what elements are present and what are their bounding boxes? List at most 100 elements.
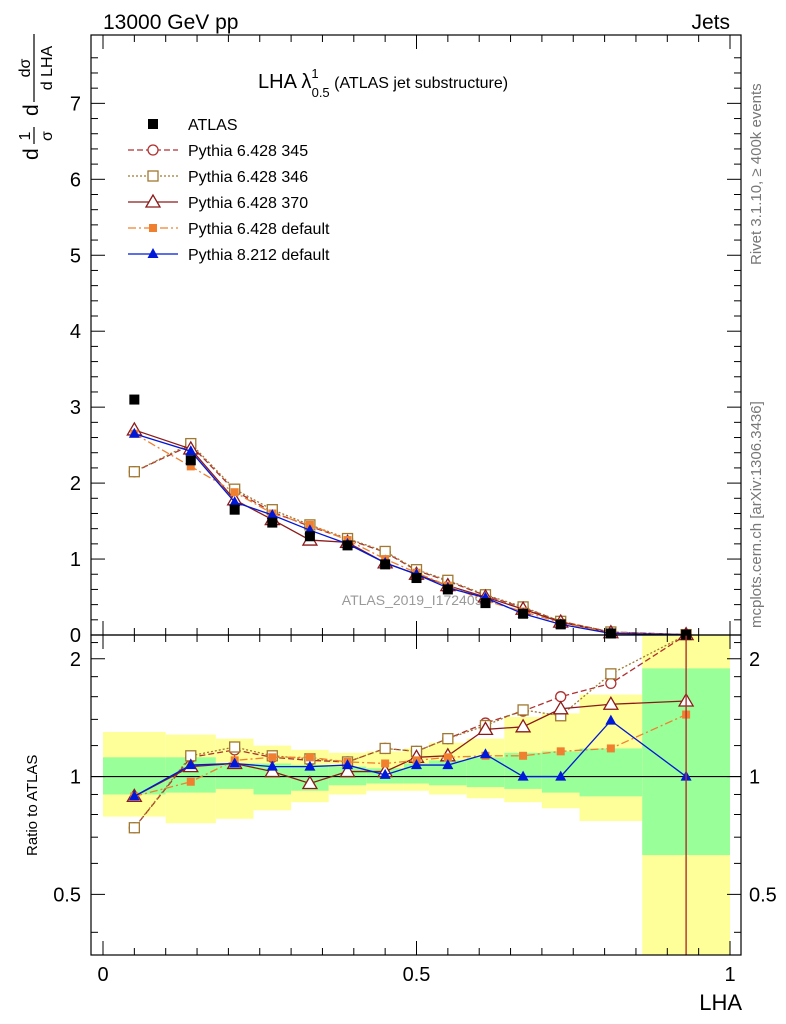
legend-label: Pythia 6.428 345: [188, 143, 308, 160]
y-tick-label: 0: [70, 625, 81, 647]
y-tick-label: 7: [70, 93, 81, 115]
series-line-top: [134, 442, 687, 636]
ratio-point: [128, 790, 140, 801]
y-tick-label: 5: [70, 245, 81, 267]
mcplots-label: mcplots.cern.ch [arXiv:1306.3436]: [748, 401, 765, 628]
ratio-point: [555, 691, 567, 703]
ratio-point: [339, 763, 356, 778]
ratio-point: [605, 714, 617, 725]
legend-entry: Pythia 8.212 default: [128, 247, 330, 264]
legend-marker: [147, 170, 159, 182]
series-layer: [126, 421, 695, 834]
y-tick-label-right: 0.5: [749, 884, 777, 906]
ratio-point: [268, 753, 277, 762]
ratio-point: [602, 695, 620, 710]
svg-text:d LHA: d LHA: [39, 45, 56, 90]
ratio-point: [381, 759, 390, 768]
legend-label: Pythia 6.428 346: [188, 169, 308, 186]
y-tick-label: 3: [70, 397, 81, 419]
ratio-point: [443, 753, 452, 762]
svg-text:d: d: [20, 148, 43, 160]
ratio-point: [229, 741, 241, 753]
svg-text:dσ: dσ: [17, 58, 34, 77]
x-tick-label: 0.5: [403, 964, 431, 986]
data-point: [555, 619, 566, 630]
band-inner: [579, 748, 643, 797]
ratio-point: [185, 759, 197, 770]
band-inner: [403, 763, 430, 784]
y-axis-label-ratio: Ratio to ATLAS: [24, 755, 41, 856]
legend-entry: ATLAS: [148, 117, 238, 134]
uncertainty-bands: [103, 635, 730, 955]
data-point: [518, 608, 529, 619]
ratio-point: [479, 748, 491, 759]
legend-entry: Pythia 6.428 345: [128, 143, 308, 160]
ratio-point: [514, 718, 532, 733]
ratio-point: [552, 700, 569, 715]
y-tick-label: 2: [70, 473, 81, 495]
ratio-point: [477, 721, 494, 736]
x-axis-label: LHA: [699, 990, 742, 1015]
ratio-point: [519, 751, 528, 760]
legend-entry: Pythia 6.428 370: [128, 193, 308, 212]
legend: ATLAS Pythia 6.428 345 Pythia 6.428 346 Pyt…: [128, 117, 330, 264]
data-point: [304, 531, 315, 542]
series-point: [229, 496, 241, 507]
data-point: [442, 584, 453, 595]
analysis-watermark: ATLAS_2019_I1724098: [342, 592, 491, 608]
y-tick-label-right: 2: [749, 649, 760, 671]
series-line-top: [134, 433, 687, 636]
data-point: [480, 598, 491, 609]
legend-marker: [144, 193, 162, 208]
y-axis-label: d 1 σ d dσ d LHA: [17, 34, 56, 160]
series-line-ratio: [134, 719, 687, 797]
legend-label: Pythia 8.212 default: [188, 247, 330, 264]
chart-title: LHA λ1 0.5 (ATLAS jet substructure): [258, 66, 508, 100]
ratio-point: [128, 822, 141, 834]
data-point: [380, 559, 391, 570]
data-point: [342, 540, 353, 551]
y-tick-label: 4: [70, 321, 81, 343]
y-tick-label: 0.5: [53, 884, 81, 906]
ratio-point: [517, 770, 529, 781]
legend-marker: [148, 119, 158, 129]
y-tick-label: 1: [70, 549, 81, 571]
ratio-point: [606, 744, 615, 753]
ratio-point: [305, 753, 314, 762]
ratio-point: [442, 759, 454, 770]
header-left: 13000 GeV pp: [103, 11, 238, 34]
legend-entry: Pythia 6.428 default: [128, 221, 330, 238]
series-point: [230, 488, 239, 497]
y-tick-label-right: 1: [749, 767, 760, 789]
ratio-point: [304, 760, 316, 771]
data-point: [129, 394, 140, 405]
ratio-point: [379, 742, 391, 755]
legend-label: ATLAS: [188, 117, 238, 134]
ratio-point: [605, 668, 617, 680]
ratio-point: [517, 704, 529, 716]
series-point: [185, 445, 197, 456]
svg-text:1: 1: [17, 131, 34, 140]
ratio-point: [556, 747, 565, 756]
ratio-point: [342, 759, 354, 770]
ratio-point: [379, 768, 391, 779]
y-tick-label: 1: [70, 767, 81, 789]
data-layer: [129, 394, 692, 955]
y-tick-label: 6: [70, 169, 81, 191]
data-point: [267, 517, 278, 528]
ratio-point: [229, 757, 241, 768]
series-point: [266, 509, 278, 519]
series-point: [186, 462, 195, 471]
data-point: [229, 504, 240, 515]
ratio-point: [266, 760, 278, 771]
legend-marker: [147, 144, 159, 156]
legend-label: Pythia 6.428 370: [188, 195, 308, 212]
series-line-ratio: [134, 713, 687, 798]
svg-text:d: d: [20, 104, 43, 116]
legend-marker: [149, 224, 157, 232]
series-point: [128, 466, 141, 478]
legend-marker: [147, 248, 159, 258]
ratio-point: [605, 677, 617, 690]
ratio-point: [301, 775, 319, 790]
